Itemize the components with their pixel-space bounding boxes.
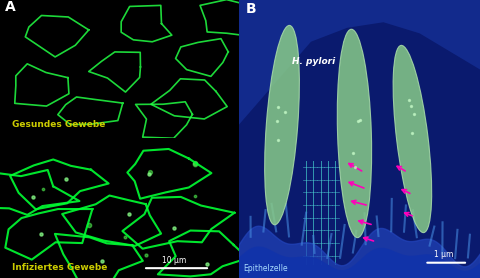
- Point: [203, 262, 211, 266]
- Point: [405, 97, 412, 102]
- Ellipse shape: [264, 25, 300, 225]
- Point: [143, 252, 150, 257]
- Point: [408, 130, 416, 135]
- Point: [191, 162, 199, 167]
- Polygon shape: [239, 0, 480, 125]
- Point: [274, 105, 282, 110]
- Point: [39, 187, 47, 192]
- Point: [275, 137, 282, 142]
- Ellipse shape: [393, 45, 432, 233]
- Text: 1 μm: 1 μm: [434, 250, 454, 259]
- Text: B: B: [246, 1, 256, 16]
- Point: [62, 177, 70, 181]
- Point: [281, 110, 288, 115]
- Point: [352, 165, 360, 170]
- Point: [37, 232, 45, 236]
- Point: [356, 118, 363, 123]
- Point: [192, 194, 199, 198]
- Point: [84, 222, 92, 227]
- Text: Infiziertes Gewebe: Infiziertes Gewebe: [12, 263, 108, 272]
- Point: [273, 119, 281, 123]
- Text: Gesundes Gewebe: Gesundes Gewebe: [12, 120, 105, 129]
- Point: [410, 112, 418, 117]
- Point: [121, 235, 129, 239]
- Ellipse shape: [337, 29, 372, 238]
- Point: [191, 161, 199, 165]
- Text: A: A: [5, 0, 15, 14]
- Point: [98, 258, 106, 263]
- Point: [407, 104, 415, 108]
- Point: [29, 195, 36, 199]
- Point: [146, 170, 154, 174]
- Point: [170, 226, 178, 230]
- Point: [125, 212, 132, 217]
- Text: Epithelzelle: Epithelzelle: [243, 264, 288, 273]
- Text: 10 μm: 10 μm: [162, 255, 186, 265]
- Point: [354, 119, 362, 123]
- Point: [145, 172, 153, 176]
- Point: [348, 151, 356, 155]
- Text: H. pylori: H. pylori: [292, 57, 335, 66]
